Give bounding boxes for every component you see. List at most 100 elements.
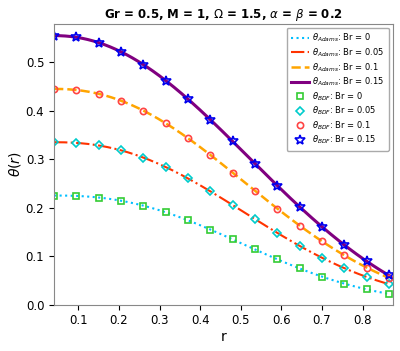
$\theta_{BDF}$: Br = 0.1: (0.095, 0.443): Br = 0.1: (0.095, 0.443) [74, 88, 79, 92]
$\theta_{BDF}$: Br = 0.15: (0.37, 0.424): Br = 0.15: (0.37, 0.424) [186, 97, 190, 101]
$\theta_{BDF}$: Br = 0.15: (0.59, 0.245): Br = 0.15: (0.59, 0.245) [275, 184, 280, 188]
$\theta_{BDF}$: Br = 0.05: (0.81, 0.0569): Br = 0.05: (0.81, 0.0569) [364, 275, 369, 279]
$\theta_{Adams}$: Br = 0.15: (0.528, 0.296): Br = 0.15: (0.528, 0.296) [250, 159, 255, 163]
$\theta_{Adams}$: Br = 0: (0.531, 0.115): Br = 0: (0.531, 0.115) [251, 247, 256, 251]
$\theta_{BDF}$: Br = 0.05: (0.205, 0.318): Br = 0.05: (0.205, 0.318) [119, 148, 124, 152]
$\theta_{BDF}$: Br = 0: (0.59, 0.0934): Br = 0: (0.59, 0.0934) [275, 257, 280, 261]
X-axis label: r: r [221, 330, 226, 344]
$\theta_{BDF}$: Br = 0.05: (0.425, 0.234): Br = 0.05: (0.425, 0.234) [208, 189, 213, 193]
$\theta_{BDF}$: Br = 0.1: (0.865, 0.055): Br = 0.1: (0.865, 0.055) [386, 276, 391, 280]
$\theta_{BDF}$: Br = 0.15: (0.095, 0.552): Br = 0.15: (0.095, 0.552) [74, 35, 79, 39]
$\theta_{BDF}$: Br = 0.1: (0.425, 0.309): Br = 0.1: (0.425, 0.309) [208, 153, 213, 157]
$\theta_{BDF}$: Br = 0.05: (0.59, 0.148): Br = 0.05: (0.59, 0.148) [275, 231, 280, 235]
$\theta_{BDF}$: Br = 0.1: (0.37, 0.343): Br = 0.1: (0.37, 0.343) [186, 136, 190, 140]
Line: $\theta_{Adams}$: Br = 0.05: $\theta_{Adams}$: Br = 0.05 [54, 142, 389, 284]
$\theta_{Adams}$: Br = 0.15: (0.865, 0.06): Br = 0.15: (0.865, 0.06) [386, 273, 391, 278]
$\theta_{BDF}$: Br = 0.15: (0.26, 0.495): Br = 0.15: (0.26, 0.495) [141, 62, 146, 67]
$\theta_{Adams}$: Br = 0.15: (0.531, 0.294): Br = 0.15: (0.531, 0.294) [251, 160, 256, 164]
Y-axis label: $\theta(r)$: $\theta(r)$ [7, 151, 23, 177]
$\theta_{BDF}$: Br = 0.05: (0.04, 0.335): Br = 0.05: (0.04, 0.335) [52, 140, 56, 144]
$\theta_{Adams}$: Br = 0: (0.735, 0.0481): Br = 0: (0.735, 0.0481) [334, 279, 339, 283]
Line: $\theta_{BDF}$: Br = 0.05: $\theta_{BDF}$: Br = 0.05 [51, 139, 392, 287]
$\theta_{Adams}$: Br = 0.05: (0.04, 0.335): Br = 0.05: (0.04, 0.335) [52, 140, 56, 144]
$\theta_{BDF}$: Br = 0: (0.205, 0.214): Br = 0: (0.205, 0.214) [119, 199, 124, 203]
Line: $\theta_{Adams}$: Br = 0.15: $\theta_{Adams}$: Br = 0.15 [54, 35, 389, 276]
$\theta_{Adams}$: Br = 0.05: (0.531, 0.178): Br = 0.05: (0.531, 0.178) [251, 216, 256, 220]
$\theta_{BDF}$: Br = 0.15: (0.315, 0.462): Br = 0.15: (0.315, 0.462) [163, 79, 168, 83]
$\theta_{Adams}$: Br = 0.15: (0.0428, 0.555): Br = 0.15: (0.0428, 0.555) [53, 33, 58, 38]
$\theta_{BDF}$: Br = 0.15: (0.7, 0.16): Br = 0.15: (0.7, 0.16) [320, 225, 324, 229]
Line: $\theta_{BDF}$: Br = 0: $\theta_{BDF}$: Br = 0 [51, 192, 392, 297]
$\theta_{BDF}$: Br = 0.05: (0.15, 0.328): Br = 0.05: (0.15, 0.328) [96, 143, 101, 147]
$\theta_{BDF}$: Br = 0.1: (0.26, 0.4): Br = 0.1: (0.26, 0.4) [141, 108, 146, 113]
$\theta_{BDF}$: Br = 0.1: (0.755, 0.102): Br = 0.1: (0.755, 0.102) [342, 253, 347, 257]
$\theta_{BDF}$: Br = 0.1: (0.645, 0.163): Br = 0.1: (0.645, 0.163) [297, 224, 302, 228]
$\theta_{BDF}$: Br = 0: (0.425, 0.155): Br = 0: (0.425, 0.155) [208, 227, 213, 232]
$\theta_{Adams}$: Br = 0: (0.04, 0.225): Br = 0: (0.04, 0.225) [52, 193, 56, 198]
$\theta_{BDF}$: Br = 0.15: (0.48, 0.337): Br = 0.15: (0.48, 0.337) [230, 139, 235, 144]
Line: $\theta_{BDF}$: Br = 0.15: $\theta_{BDF}$: Br = 0.15 [49, 31, 394, 280]
$\theta_{Adams}$: Br = 0.1: (0.04, 0.445): Br = 0.1: (0.04, 0.445) [52, 87, 56, 91]
$\theta_{Adams}$: Br = 0.05: (0.0428, 0.335): Br = 0.05: (0.0428, 0.335) [53, 140, 58, 144]
$\theta_{Adams}$: Br = 0.05: (0.545, 0.171): Br = 0.05: (0.545, 0.171) [257, 219, 262, 224]
$\theta_{BDF}$: Br = 0.05: (0.7, 0.0966): Br = 0.05: (0.7, 0.0966) [320, 256, 324, 260]
$\theta_{Adams}$: Br = 0.15: (0.545, 0.282): Br = 0.15: (0.545, 0.282) [257, 166, 262, 170]
$\theta_{BDF}$: Br = 0.1: (0.48, 0.272): Br = 0.1: (0.48, 0.272) [230, 171, 235, 175]
Line: $\theta_{Adams}$: Br = 0: $\theta_{Adams}$: Br = 0 [54, 196, 389, 294]
$\theta_{BDF}$: Br = 0.1: (0.81, 0.0764): Br = 0.1: (0.81, 0.0764) [364, 265, 369, 270]
$\theta_{BDF}$: Br = 0.15: (0.535, 0.291): Br = 0.15: (0.535, 0.291) [253, 161, 258, 166]
$\theta_{BDF}$: Br = 0.15: (0.865, 0.06): Br = 0.15: (0.865, 0.06) [386, 273, 391, 278]
$\theta_{BDF}$: Br = 0: (0.315, 0.19): Br = 0: (0.315, 0.19) [163, 210, 168, 214]
$\theta_{Adams}$: Br = 0: (0.528, 0.116): Br = 0: (0.528, 0.116) [250, 246, 255, 250]
$\theta_{BDF}$: Br = 0: (0.865, 0.022): Br = 0: (0.865, 0.022) [386, 292, 391, 296]
$\theta_{Adams}$: Br = 0: (0.545, 0.11): Br = 0: (0.545, 0.11) [257, 249, 262, 253]
$\theta_{BDF}$: Br = 0.05: (0.865, 0.042): Br = 0.05: (0.865, 0.042) [386, 282, 391, 286]
$\theta_{Adams}$: Br = 0.1: (0.735, 0.112): Br = 0.1: (0.735, 0.112) [334, 249, 339, 253]
$\theta_{BDF}$: Br = 0.05: (0.095, 0.334): Br = 0.05: (0.095, 0.334) [74, 141, 79, 145]
$\theta_{BDF}$: Br = 0: (0.37, 0.174): Br = 0: (0.37, 0.174) [186, 218, 190, 223]
$\theta_{Adams}$: Br = 0: (0.788, 0.0358): Br = 0: (0.788, 0.0358) [355, 285, 360, 289]
$\theta_{BDF}$: Br = 0: (0.095, 0.224): Br = 0: (0.095, 0.224) [74, 194, 79, 198]
$\theta_{Adams}$: Br = 0.1: (0.865, 0.055): Br = 0.1: (0.865, 0.055) [386, 276, 391, 280]
$\theta_{BDF}$: Br = 0.15: (0.755, 0.123): Br = 0.15: (0.755, 0.123) [342, 243, 347, 247]
$\theta_{Adams}$: Br = 0.05: (0.528, 0.18): Br = 0.05: (0.528, 0.18) [250, 215, 255, 219]
$\theta_{Adams}$: Br = 0.15: (0.04, 0.555): Br = 0.15: (0.04, 0.555) [52, 33, 56, 38]
$\theta_{BDF}$: Br = 0.15: (0.04, 0.555): Br = 0.15: (0.04, 0.555) [52, 33, 56, 38]
$\theta_{Adams}$: Br = 0.15: (0.735, 0.136): Br = 0.15: (0.735, 0.136) [334, 237, 339, 241]
$\theta_{BDF}$: Br = 0.1: (0.7, 0.131): Br = 0.1: (0.7, 0.131) [320, 239, 324, 243]
$\theta_{BDF}$: Br = 0.05: (0.755, 0.0751): Br = 0.05: (0.755, 0.0751) [342, 266, 347, 270]
Legend: $\theta_{Adams}$: Br = 0, $\theta_{Adams}$: Br = 0.05, $\theta_{Adams}$: Br = 0.: $\theta_{Adams}$: Br = 0, $\theta_{Adams… [286, 28, 389, 151]
$\theta_{Adams}$: Br = 0.05: (0.788, 0.0639): Br = 0.05: (0.788, 0.0639) [355, 271, 360, 276]
$\theta_{BDF}$: Br = 0: (0.81, 0.0313): Br = 0: (0.81, 0.0313) [364, 287, 369, 291]
Line: $\theta_{BDF}$: Br = 0.1: $\theta_{BDF}$: Br = 0.1 [51, 86, 392, 281]
$\theta_{Adams}$: Br = 0.1: (0.788, 0.0861): Br = 0.1: (0.788, 0.0861) [355, 261, 360, 265]
$\theta_{Adams}$: Br = 0.05: (0.865, 0.042): Br = 0.05: (0.865, 0.042) [386, 282, 391, 286]
$\theta_{BDF}$: Br = 0.05: (0.37, 0.26): Br = 0.05: (0.37, 0.26) [186, 176, 190, 180]
$\theta_{BDF}$: Br = 0: (0.04, 0.225): Br = 0: (0.04, 0.225) [52, 193, 56, 198]
$\theta_{BDF}$: Br = 0.05: (0.645, 0.121): Br = 0.05: (0.645, 0.121) [297, 244, 302, 248]
$\theta_{BDF}$: Br = 0.1: (0.15, 0.435): Br = 0.1: (0.15, 0.435) [96, 92, 101, 96]
$\theta_{BDF}$: Br = 0: (0.535, 0.114): Br = 0: (0.535, 0.114) [253, 247, 258, 252]
$\theta_{Adams}$: Br = 0.1: (0.531, 0.237): Br = 0.1: (0.531, 0.237) [251, 187, 256, 192]
$\theta_{Adams}$: Br = 0.15: (0.788, 0.102): Br = 0.15: (0.788, 0.102) [355, 253, 360, 257]
Line: $\theta_{Adams}$: Br = 0.1: $\theta_{Adams}$: Br = 0.1 [54, 89, 389, 278]
$\theta_{BDF}$: Br = 0.15: (0.81, 0.0893): Br = 0.15: (0.81, 0.0893) [364, 259, 369, 263]
$\theta_{BDF}$: Br = 0: (0.645, 0.0745): Br = 0: (0.645, 0.0745) [297, 266, 302, 271]
$\theta_{BDF}$: Br = 0.05: (0.535, 0.176): Br = 0.05: (0.535, 0.176) [253, 217, 258, 221]
$\theta_{BDF}$: Br = 0: (0.755, 0.0432): Br = 0: (0.755, 0.0432) [342, 282, 347, 286]
$\theta_{BDF}$: Br = 0.05: (0.26, 0.303): Br = 0.05: (0.26, 0.303) [141, 155, 146, 160]
$\theta_{Adams}$: Br = 0.1: (0.528, 0.239): Br = 0.1: (0.528, 0.239) [250, 186, 255, 191]
$\theta_{BDF}$: Br = 0.15: (0.645, 0.202): Br = 0.15: (0.645, 0.202) [297, 205, 302, 209]
$\theta_{BDF}$: Br = 0: (0.15, 0.221): Br = 0: (0.15, 0.221) [96, 196, 101, 200]
$\theta_{Adams}$: Br = 0.1: (0.0428, 0.445): Br = 0.1: (0.0428, 0.445) [53, 87, 58, 91]
$\theta_{BDF}$: Br = 0.15: (0.425, 0.382): Br = 0.15: (0.425, 0.382) [208, 118, 213, 122]
$\theta_{BDF}$: Br = 0.1: (0.04, 0.445): Br = 0.1: (0.04, 0.445) [52, 87, 56, 91]
$\theta_{BDF}$: Br = 0: (0.26, 0.204): Br = 0: (0.26, 0.204) [141, 204, 146, 208]
$\theta_{BDF}$: Br = 0.1: (0.59, 0.198): Br = 0.1: (0.59, 0.198) [275, 206, 280, 211]
$\theta_{BDF}$: Br = 0.1: (0.205, 0.421): Br = 0.1: (0.205, 0.421) [119, 99, 124, 103]
Title: Gr = 0.5, M = 1, $\Omega$ = 1.5, $\alpha$ = $\beta$ = 0.2: Gr = 0.5, M = 1, $\Omega$ = 1.5, $\alpha… [104, 7, 343, 23]
$\theta_{BDF}$: Br = 0.05: (0.48, 0.205): Br = 0.05: (0.48, 0.205) [230, 203, 235, 207]
$\theta_{BDF}$: Br = 0.1: (0.535, 0.235): Br = 0.1: (0.535, 0.235) [253, 189, 258, 193]
$\theta_{BDF}$: Br = 0.05: (0.315, 0.284): Br = 0.05: (0.315, 0.284) [163, 165, 168, 169]
$\theta_{Adams}$: Br = 0: (0.0428, 0.225): Br = 0: (0.0428, 0.225) [53, 193, 58, 198]
